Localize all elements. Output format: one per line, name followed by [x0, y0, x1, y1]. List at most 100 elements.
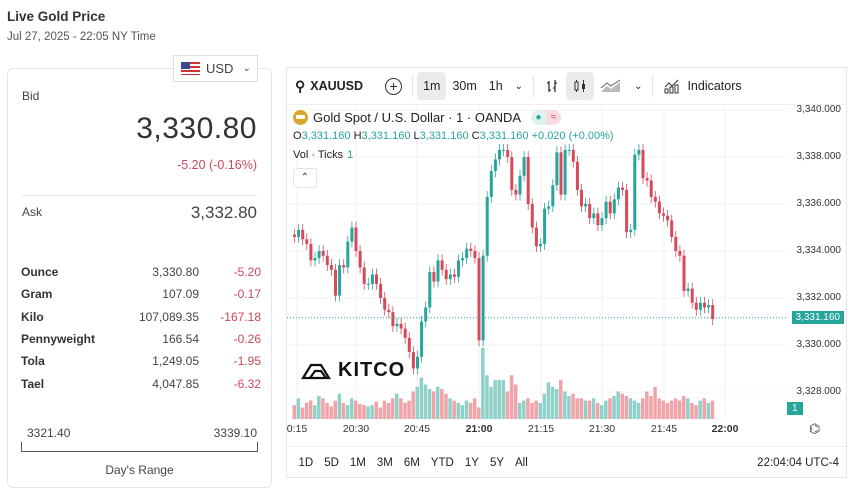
range-all[interactable]: All — [515, 456, 528, 469]
last-price-tag: 3,331.160 — [791, 310, 844, 324]
page-title: Live Gold Price — [7, 9, 106, 24]
unit-row: Kilo 107,089.35 -167.18 — [21, 306, 261, 328]
unit-row: Tael 4,047.85 -6.32 — [21, 372, 261, 394]
bar-chart-type-button[interactable] — [538, 72, 566, 100]
price-tick: 3,328.000 — [796, 386, 842, 397]
unit-value: 4,047.85 — [152, 376, 199, 391]
range-1m[interactable]: 1M — [349, 456, 366, 469]
unit-value: 107,089.35 — [138, 309, 199, 324]
indicators-label: Indicators — [687, 79, 742, 93]
unit-value: 166.54 — [162, 332, 199, 347]
interval-dropdown[interactable]: ⌄ — [509, 72, 529, 100]
chevron-up-icon: ⌃ — [300, 172, 310, 183]
time-tick: 21:45 — [650, 423, 678, 435]
unit-change: -1.95 — [233, 354, 261, 369]
range-low: 3321.40 — [27, 426, 71, 440]
symbol-label: XAUUSD — [310, 79, 364, 93]
range-high: 3339.10 — [213, 426, 257, 440]
unit-table: Ounce 3,330.80 -5.20 Gram 107.09 -0.17 Kilo 1… — [21, 261, 261, 395]
range-bar: 1D 5D 1M 3M 6M YTD 1Y 5Y All 22:04:04 UTC-4 — [287, 446, 846, 478]
volume-legend: Vol · Ticks 1 — [293, 149, 353, 161]
volume-value: 1 — [347, 149, 354, 161]
volume-tag: 1 — [787, 402, 803, 415]
bid-label: Bid — [22, 89, 40, 103]
bid-value: 3,330.80 — [136, 112, 257, 145]
separator — [412, 75, 414, 97]
price-tick: 3,330.000 — [796, 339, 842, 350]
chart-type-dropdown[interactable]: ⌄ — [628, 72, 648, 100]
indicators-button[interactable]: Indicators — [657, 72, 747, 100]
chart-widget: ⚲ XAUUSD + 1m 30m 1h ⌄ ⌄ Indicators Gold … — [286, 67, 847, 478]
low-value: 3,331.160 — [419, 130, 469, 142]
plus-circle-icon: + — [385, 77, 403, 95]
symbol-search-button[interactable]: ⚲ XAUUSD — [287, 72, 369, 100]
range-3m[interactable]: 3M — [376, 456, 393, 469]
open-value: 3,331.160 — [301, 130, 351, 142]
volume-label: Vol · Ticks — [293, 149, 344, 161]
time-tick: 20:30 — [342, 423, 370, 435]
range-label: Day's Range — [105, 463, 174, 477]
unit-change: -0.26 — [233, 332, 261, 347]
interval-30m[interactable]: 30m — [452, 79, 477, 93]
unit-name: Tola — [21, 354, 45, 369]
range-6m[interactable]: 6M — [403, 456, 420, 469]
price-plot[interactable]: Gold Spot / U.S. Dollar · 1 · OANDA ● ≈ O… — [287, 106, 787, 419]
ask-label: Ask — [22, 205, 43, 219]
time-tick: 21:15 — [527, 423, 555, 435]
price-axis[interactable]: 3,331.160 3,340.000 3,338.000 3,336.000 3,3… — [787, 104, 847, 419]
separator — [533, 75, 535, 97]
unit-row: Pennyweight 166.54 -0.26 — [21, 328, 261, 350]
interval-1m[interactable]: 1m — [417, 72, 447, 100]
time-tick: 21:30 — [588, 423, 616, 435]
area-chart-type-button[interactable] — [594, 72, 628, 100]
market-status-pill[interactable]: ● ≈ — [531, 110, 562, 125]
range-5d[interactable]: 5D — [324, 456, 339, 469]
unit-name: Ounce — [21, 265, 59, 280]
collapse-legend-button[interactable]: ⌃ — [293, 168, 317, 188]
series-legend: Gold Spot / U.S. Dollar · 1 · OANDA ● ≈ — [293, 110, 562, 125]
status-dot-icon: ● — [531, 110, 547, 125]
unit-change: -167.18 — [220, 309, 261, 324]
ask-value: 3,332.80 — [190, 203, 257, 222]
price-tick: 3,340.000 — [796, 104, 842, 115]
search-icon: ⚲ — [295, 77, 306, 94]
candles-icon — [574, 80, 586, 92]
chevron-down-icon: ⌄ — [242, 63, 251, 74]
unit-name: Kilo — [21, 309, 44, 324]
chart-toolbar: ⚲ XAUUSD + 1m 30m 1h ⌄ ⌄ Indicators — [287, 68, 846, 105]
currency-select[interactable]: USD ⌄ — [173, 55, 258, 82]
unit-row: Tola 1,249.05 -1.95 — [21, 350, 261, 372]
time-tick: 0:15 — [286, 423, 308, 435]
range-5y[interactable]: 5Y — [489, 456, 505, 469]
change-value: +0.020 (+0.00%) — [531, 130, 614, 142]
range-1y[interactable]: 1Y — [464, 456, 479, 469]
candles-chart-type-button[interactable] — [566, 72, 595, 100]
unit-value: 107.09 — [162, 287, 199, 302]
unit-change: -5.20 — [233, 265, 261, 280]
kitco-bars-icon — [301, 363, 331, 379]
day-range-bar — [21, 442, 258, 452]
page-timestamp: Jul 27, 2025 - 22:05 NY Time — [7, 31, 156, 43]
bars-icon — [547, 80, 558, 92]
ohlc-values: O3,331.160 H3,331.160 L3,331.160 C3,331.… — [293, 130, 614, 142]
area-chart-icon — [600, 79, 621, 92]
time-tick: 21:00 — [465, 423, 493, 435]
bid-change: -5.20 (-0.16%) — [177, 158, 257, 172]
range-1d[interactable]: 1D — [298, 456, 314, 469]
time-tick: 20:45 — [403, 423, 431, 435]
watermark-text: KITCO — [338, 359, 406, 381]
range-ytd[interactable]: YTD — [430, 456, 454, 469]
interval-1h[interactable]: 1h — [488, 79, 503, 93]
unit-name: Gram — [21, 287, 53, 302]
clock: 22:04:04 UTC-4 — [757, 456, 839, 469]
high-value: 3,331.160 — [361, 130, 411, 142]
chart-settings-icon[interactable]: ⌬ — [809, 421, 821, 436]
kitco-logo: KITCO — [301, 359, 405, 382]
time-tick: 22:00 — [711, 423, 739, 435]
chevron-down-icon: ⌄ — [514, 80, 524, 92]
unit-row: Gram 107.09 -0.17 — [21, 283, 261, 305]
divider — [22, 195, 257, 196]
series-title: Gold Spot / U.S. Dollar · 1 · OANDA — [313, 110, 522, 125]
time-axis[interactable]: 0:15 20:30 20:45 21:00 21:15 21:30 21:45 22:00 — [287, 420, 787, 440]
compare-button[interactable]: + — [379, 72, 408, 100]
